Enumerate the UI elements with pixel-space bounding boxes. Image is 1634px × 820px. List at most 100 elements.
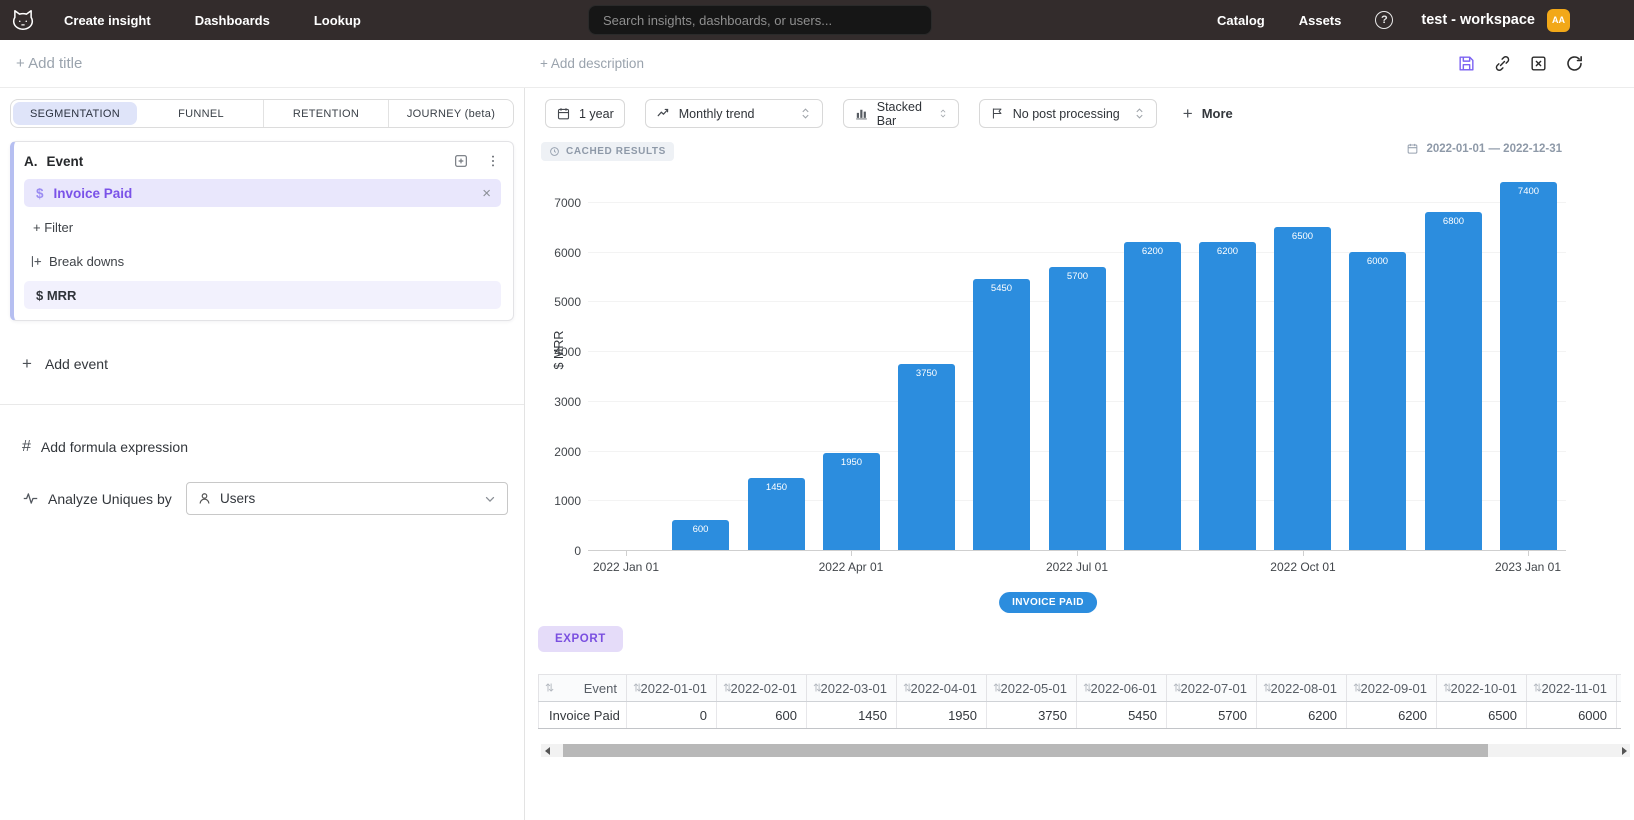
breakdown-item-mrr[interactable]: $ MRR <box>24 281 501 309</box>
sort-icon[interactable]: ⇅ <box>723 682 733 695</box>
x-tick-label: 2022 Apr 01 <box>818 560 884 574</box>
bar-2023-01-01[interactable]: 7400 <box>1500 182 1557 550</box>
value-cell: 6200 <box>1346 701 1437 729</box>
bar-value-label: 1450 <box>765 482 788 493</box>
refresh-icon[interactable] <box>1565 54 1584 73</box>
analyze-by-select[interactable]: Users <box>186 482 508 515</box>
user-avatar[interactable]: AA <box>1547 8 1570 32</box>
sort-icon[interactable]: ⇅ <box>1443 682 1453 695</box>
bar-2022-08-01[interactable]: 6200 <box>1124 242 1181 550</box>
duplicate-event-icon[interactable] <box>453 153 469 169</box>
column-header-2022-07-01[interactable]: ⇅ 2022-07-01 <box>1166 674 1257 702</box>
sort-icon[interactable]: ⇅ <box>1173 682 1183 695</box>
nav-catalog[interactable]: Catalog <box>1217 12 1265 28</box>
column-header-2022-06-01[interactable]: ⇅ 2022-06-01 <box>1076 674 1167 702</box>
bar-2022-11-01[interactable]: 6000 <box>1349 252 1406 550</box>
bar-2022-05-01[interactable]: 3750 <box>898 364 955 550</box>
sort-icon[interactable]: ⇅ <box>993 682 1003 695</box>
bar-2022-02-01[interactable]: 600 <box>672 520 729 550</box>
column-header-2022-12-01[interactable]: ⇅2022-12-01 <box>1616 674 1621 702</box>
legend-invoice-paid[interactable]: INVOICE PAID <box>999 592 1097 613</box>
column-header-2022-02-01[interactable]: ⇅ 2022-02-01 <box>716 674 807 702</box>
sort-icon[interactable]: ⇅ <box>813 682 823 695</box>
scrollbar-thumb[interactable] <box>563 744 1488 757</box>
save-icon[interactable] <box>1457 54 1476 73</box>
value-cell: 3750 <box>986 701 1077 729</box>
add-filter-button[interactable]: + Filter <box>33 220 74 235</box>
scroll-right-arrow[interactable] <box>1618 744 1630 757</box>
nav-dashboards[interactable]: Dashboards <box>194 12 270 28</box>
sort-icon[interactable]: ⇅ <box>1533 682 1543 695</box>
copy-link-icon[interactable] <box>1493 54 1512 73</box>
export-button[interactable]: EXPORT <box>538 626 623 652</box>
tab-segmentation[interactable]: SEGMENTATION <box>13 102 137 125</box>
bar-2022-06-01[interactable]: 5450 <box>973 279 1030 550</box>
tab-funnel[interactable]: FUNNEL <box>178 107 224 120</box>
column-header-2022-08-01[interactable]: ⇅ 2022-08-01 <box>1256 674 1347 702</box>
table-horizontal-scrollbar[interactable] <box>541 744 1630 757</box>
main-nav: Create insight Dashboards Lookup <box>64 13 361 28</box>
bar-2022-12-01[interactable]: 6800 <box>1425 212 1482 550</box>
column-header-2022-03-01[interactable]: ⇅ 2022-03-01 <box>806 674 897 702</box>
trend-interval-select[interactable]: Monthly trend <box>644 99 823 128</box>
x-tick-mark <box>1303 551 1304 556</box>
more-options-button[interactable]: + More <box>1183 105 1233 122</box>
trend-interval-value: Monthly trend <box>678 106 755 121</box>
sort-icon[interactable]: ⇅ <box>1353 682 1363 695</box>
add-formula-button[interactable]: # Add formula expression <box>0 439 524 456</box>
remove-event-icon[interactable]: × <box>482 184 491 202</box>
column-header-2022-04-01[interactable]: ⇅ 2022-04-01 <box>896 674 987 702</box>
chart-type-value: Stacked Bar <box>876 99 922 128</box>
sort-icon[interactable]: ⇅ <box>1263 682 1273 695</box>
sort-icon[interactable]: ⇅ <box>903 682 913 695</box>
app-logo-cat-icon[interactable] <box>10 7 36 33</box>
bar-value-label: 6800 <box>1442 216 1465 227</box>
post-processing-select[interactable]: No post processing <box>978 99 1157 128</box>
column-header-2022-01-01[interactable]: ⇅ 2022-01-01 <box>626 674 717 702</box>
event-menu-kebab-icon[interactable] <box>485 153 501 169</box>
x-tick-mark <box>1528 551 1529 556</box>
date-range-button[interactable]: 1 year <box>545 99 625 128</box>
chart-type-select[interactable]: Stacked Bar <box>842 99 959 128</box>
help-icon[interactable]: ? <box>1375 11 1394 29</box>
x-tick-label: 2023 Jan 01 <box>1494 560 1562 574</box>
column-header-2022-11-01[interactable]: ⇅ 2022-11-01 <box>1526 674 1617 702</box>
nav-create-insight[interactable]: Create insight <box>64 12 151 28</box>
add-description-field[interactable]: + Add description <box>540 56 644 71</box>
selected-event-row[interactable]: $ Invoice Paid × <box>24 179 501 207</box>
chart-toolbar: 1 year Monthly trend Stacked Bar <box>545 99 1233 128</box>
bar-2022-03-01[interactable]: 1450 <box>748 478 805 550</box>
y-tick-label: 7000 <box>554 196 581 210</box>
export-excel-icon[interactable] <box>1529 54 1548 73</box>
column-header-2022-09-01[interactable]: ⇅ 2022-09-01 <box>1346 674 1437 702</box>
add-event-button[interactable]: + Add event <box>0 355 524 372</box>
scroll-left-arrow[interactable] <box>541 744 553 757</box>
nav-lookup[interactable]: Lookup <box>313 12 361 28</box>
post-processing-value: No post processing <box>1012 106 1120 121</box>
sort-icon[interactable]: ⇅ <box>545 682 555 695</box>
sort-icon[interactable]: ⇅ <box>1083 682 1093 695</box>
value-cell: 5450 <box>1076 701 1167 729</box>
top-navigation-bar: Create insight Dashboards Lookup Catalog… <box>0 0 1634 40</box>
column-header-2022-10-01[interactable]: ⇅ 2022-10-01 <box>1436 674 1527 702</box>
selected-event-name: Invoice Paid <box>53 185 133 201</box>
bar-2022-04-01[interactable]: 1950 <box>823 453 880 550</box>
workspace-name[interactable]: test - workspace <box>1421 12 1535 28</box>
column-header-2022-05-01[interactable]: ⇅ 2022-05-01 <box>986 674 1077 702</box>
bar-2022-09-01[interactable]: 6200 <box>1199 242 1256 550</box>
bar-2022-10-01[interactable]: 6500 <box>1274 227 1331 550</box>
add-title-field[interactable]: + Add title <box>16 55 83 72</box>
scrollbar-track[interactable] <box>553 744 1618 757</box>
nav-assets[interactable]: Assets <box>1298 12 1342 28</box>
y-tick-label: 4000 <box>554 345 581 359</box>
tab-retention[interactable]: RETENTION <box>263 100 388 127</box>
global-search-input[interactable] <box>588 5 932 35</box>
sort-icon[interactable]: ⇅ <box>633 682 643 695</box>
add-breakdown-button[interactable]: Break downs <box>24 254 501 269</box>
bar-value-label: 6200 <box>1216 246 1239 257</box>
analysis-tabs: SEGMENTATION FUNNEL RETENTION JOURNEY (b… <box>10 99 514 128</box>
tab-journey[interactable]: JOURNEY (beta) <box>388 100 513 127</box>
value-cell: 6800 <box>1616 701 1621 729</box>
column-header-event[interactable]: ⇅ Event <box>538 674 627 702</box>
bar-2022-07-01[interactable]: 5700 <box>1049 267 1106 550</box>
